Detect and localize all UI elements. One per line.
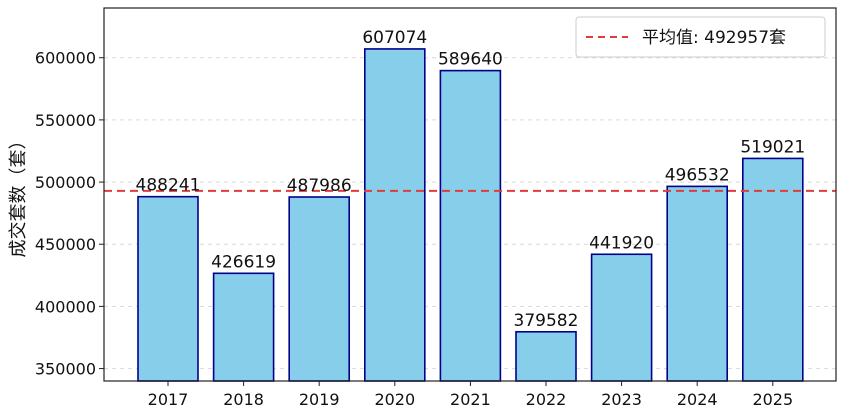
x-tick-label: 2024 [677,390,718,409]
bars [137,48,804,382]
x-tick-label: 2018 [223,390,264,409]
bar-2022 [515,330,577,382]
bar-value-label: 379582 [514,311,579,331]
legend-box [575,16,826,58]
x-tick-label: 2020 [374,390,415,409]
bar-value-label: 487986 [287,176,352,196]
x-tick-label: 2022 [526,390,567,409]
bar-value-label: 488241 [136,176,201,196]
bar-2025 [741,157,804,382]
y-tick-label: 550000 [35,111,96,130]
x-tick-label: 2021 [450,390,491,409]
bar-2021 [439,69,502,382]
y-axis: 350000 400000 450000 500000 550000 600000 [35,49,104,379]
y-tick-label: 600000 [35,49,96,68]
bar-2019 [288,196,351,382]
bar-value-label: 589640 [438,50,503,70]
bar-value-label: 426619 [211,252,276,272]
y-axis-label: 成交套数（套） [8,132,29,258]
bar-2020 [363,48,426,382]
bar-2017 [137,195,199,382]
bar-2023 [590,253,653,382]
y-tick-label: 400000 [35,297,96,316]
y-tick-label: 350000 [35,360,96,379]
bar-value-labels: 488241 426619 487986 607074 589640 379582 4419… [136,28,806,331]
x-axis: 2017 2018 2019 2020 2021 2022 2023 2024 2025 [148,381,793,409]
bar-value-label: 441920 [589,233,654,253]
x-tick-label: 2017 [148,390,189,409]
bar-value-label: 496532 [665,165,730,185]
x-tick-label: 2023 [601,390,642,409]
bar-value-label: 607074 [362,28,427,48]
x-tick-label: 2019 [299,390,340,409]
x-tick-label: 2025 [752,390,793,409]
bar-value-label: 519021 [740,137,805,157]
bar-2018 [212,272,275,382]
bar-2024 [666,185,729,382]
y-tick-label: 450000 [35,235,96,254]
legend: 平均值: 492957套 [575,16,826,58]
y-tick-label: 500000 [35,173,96,192]
legend-entry-average: 平均值: 492957套 [642,28,786,48]
